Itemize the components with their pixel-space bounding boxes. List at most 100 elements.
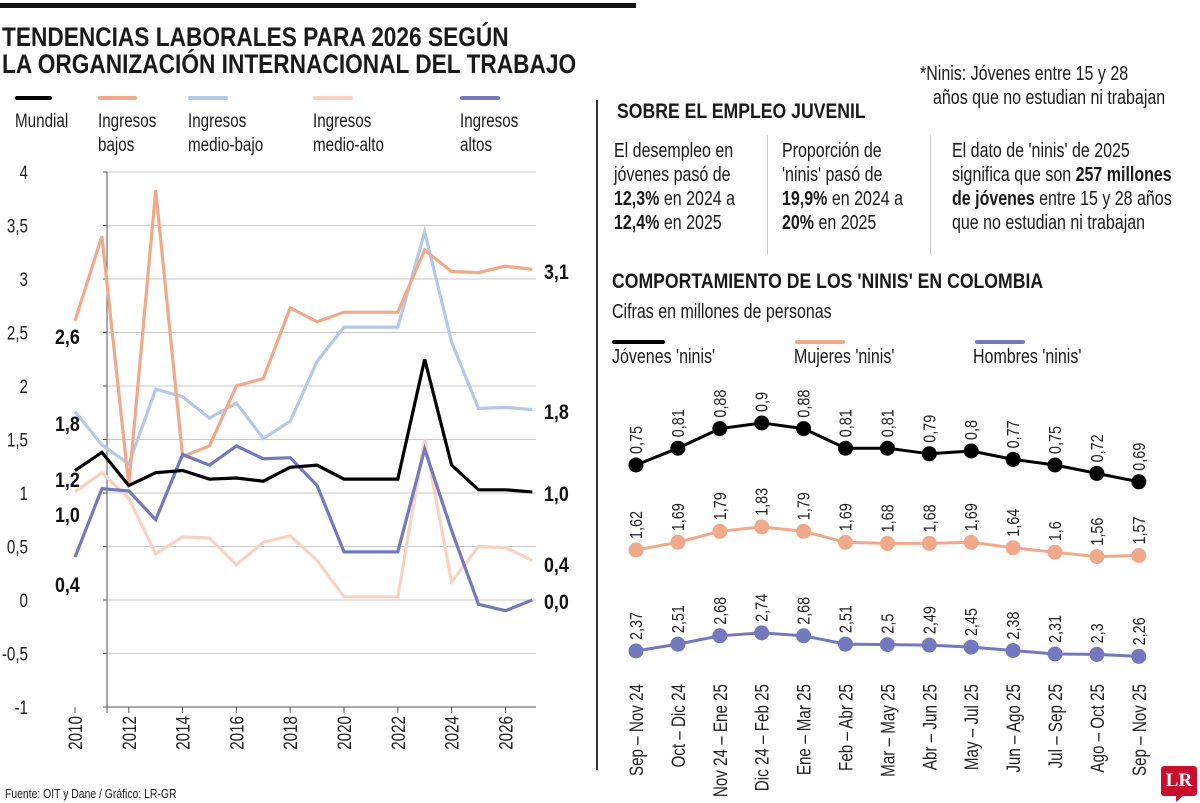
legend-swatch-bajos (98, 96, 137, 100)
x-category-label: Oct – Dic 24 (667, 684, 689, 768)
start-value-label: 0,4 (55, 574, 80, 598)
stat-text: El dato de 'ninis' de 2025 (952, 140, 1130, 162)
end-value-label: 1,8 (544, 401, 569, 425)
x-category-label: Ago – Oct 25 (1086, 684, 1108, 773)
y-tick-label: 3,5 (7, 215, 28, 237)
data-point (838, 440, 853, 456)
x-category-label: Dic 24 – Feb 25 (751, 684, 773, 791)
data-label: 0,69 (1129, 443, 1149, 471)
data-point (628, 542, 644, 558)
y-tick-label: -0,5 (2, 643, 28, 665)
data-label: 2,26 (1129, 617, 1149, 645)
legend-text: altos (460, 135, 493, 156)
data-point (963, 443, 979, 459)
x-tick-label: 2018 (280, 716, 302, 750)
data-label: 0,75 (1046, 426, 1066, 454)
stat-text: significa que son (952, 164, 1076, 186)
start-value-label: 1,0 (55, 504, 80, 528)
data-label: 1,79 (710, 492, 730, 520)
stat-text: que no estudian ni trabajan (952, 212, 1146, 234)
stat-value: 12,4% (614, 212, 660, 234)
data-label: 0,81 (668, 409, 688, 437)
legend-swatch-mujeres (795, 340, 845, 344)
data-label: 2,51 (836, 605, 856, 633)
stat-text: en 2024 a (659, 188, 735, 210)
data-point (628, 457, 644, 473)
data-point (628, 643, 644, 659)
start-value-label: 2,6 (55, 326, 80, 350)
legend-swatch-altos (460, 96, 500, 100)
data-point (754, 519, 770, 535)
legend-label-altos: Ingresos altos (460, 110, 518, 158)
y-tick-label: 2 (20, 375, 28, 397)
legend-swatch-medio-bajo (188, 96, 228, 100)
data-label: 1,79 (794, 492, 814, 520)
data-point (754, 625, 770, 641)
legend-text: Ingresos (313, 111, 372, 132)
x-category-label: Mar – May 25 (877, 684, 899, 777)
y-tick-label: 1,5 (7, 429, 28, 451)
youth-stat-unemployment: El desempleo en jóvenes pasó de 12,3% en… (614, 139, 735, 235)
data-label: 2,45 (962, 608, 982, 636)
data-point (796, 421, 812, 437)
data-label: 1,57 (1129, 516, 1149, 544)
data-label: 1,68 (878, 504, 898, 532)
data-point (1131, 548, 1147, 563)
legend-text: Ingresos (188, 111, 247, 132)
y-tick-label: 0,5 (7, 536, 28, 558)
data-label: 2,68 (710, 597, 730, 625)
legend-swatch-hombres (975, 340, 1025, 344)
end-value-label: 0,4 (544, 554, 569, 578)
data-label: 0,81 (836, 409, 856, 437)
x-tick-label: 2014 (172, 716, 194, 750)
y-tick-label: 2,5 (7, 322, 28, 344)
legend-text: Ingresos (460, 111, 519, 132)
data-point (1089, 549, 1105, 565)
x-category-label: Sep – Nov 25 (1128, 684, 1150, 776)
data-label: 2,51 (668, 605, 688, 633)
data-point (1089, 465, 1105, 481)
data-point (712, 421, 728, 437)
column-divider (930, 135, 931, 255)
stat-value: 20% (782, 212, 815, 234)
data-label: 1,6 (1046, 521, 1066, 541)
page-title-line2: LA ORGANIZACIÓN INTERNACIONAL DEL TRABAJ… (2, 49, 577, 79)
data-label: 0,9 (752, 392, 772, 412)
data-point (921, 637, 937, 653)
legend-label-bajos: Ingresos bajos (98, 110, 156, 158)
data-point (879, 440, 895, 456)
data-label: 1,69 (668, 503, 688, 531)
column-divider (767, 135, 768, 255)
x-category-label: Feb – Abr 25 (835, 684, 857, 771)
y-tick-label: 0 (20, 589, 28, 611)
data-label: 0,88 (710, 390, 730, 418)
data-label: 2,68 (794, 597, 814, 625)
series-line-mundial (74, 358, 533, 494)
colombia-line-chart: 0,75 0,81 0,88 0,9 0,88 0,81 0,81 0,79 0,8 0,77 0,… (625, 390, 1150, 798)
x-category-label: May – Jul 25 (961, 684, 983, 770)
y-tick-label: 1 (20, 482, 28, 504)
colombia-chart-title: COMPORTAMIENTO DE LOS 'NINIS' EN COLOMBI… (612, 270, 1044, 293)
ninis-note-line1: *Ninis: Jóvenes entre 15 y 28 (920, 63, 1129, 85)
youth-stat-ninis-share: Proporción de 'ninis' pasó de 19,9% en 2… (782, 139, 903, 235)
start-value-label: 1,8 (55, 413, 80, 437)
x-category-label: Jun – Ago 25 (1002, 684, 1024, 773)
data-label: 2,3 (1087, 623, 1107, 643)
data-point (1089, 646, 1105, 662)
data-label: 0,75 (627, 426, 647, 454)
colombia-chart-subtitle: Cifras en millones de personas (612, 301, 832, 323)
series-line-ingresos-bajos (73, 190, 533, 486)
data-label: 1,56 (1087, 518, 1107, 546)
lr-logo-tail (1176, 795, 1184, 802)
data-point (712, 523, 728, 539)
series-line-ingresos-medio-bajo (73, 225, 533, 467)
x-category-label: Nov 24 – Ene 25 (709, 684, 731, 797)
data-label: 1,69 (836, 503, 856, 531)
data-point (1131, 648, 1147, 664)
legend-text: medio-alto (313, 135, 384, 156)
data-label: 1,64 (1004, 509, 1024, 537)
x-tick-label: 2010 (64, 716, 86, 750)
page-title-line1: TENDENCIAS LABORALES PARA 2026 SEGÚN (2, 22, 509, 52)
data-point (838, 534, 853, 550)
x-tick-label: 2020 (333, 716, 355, 750)
